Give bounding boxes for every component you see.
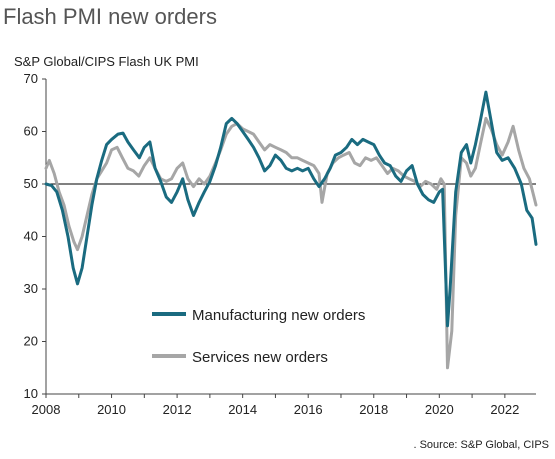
y-tick-label: 50: [24, 176, 38, 191]
y-tick-label: 70: [24, 71, 38, 86]
chart-title: Flash PMI new orders: [3, 4, 217, 29]
legend: Manufacturing new orders Services new or…: [152, 307, 365, 366]
x-tick-label: 2016: [294, 402, 323, 417]
x-tick-label: 2008: [32, 402, 61, 417]
x-tick-label: 2010: [97, 402, 126, 417]
y-tick-label: 10: [24, 386, 38, 401]
source-note: . Source: S&P Global, CIPS: [413, 439, 549, 451]
y-tick-label: 40: [24, 229, 38, 244]
legend-label-services: Services new orders: [192, 349, 328, 366]
x-tick-label: 2022: [490, 402, 519, 417]
y-tick-label: 20: [24, 334, 38, 349]
series-line-manufacturing: [44, 90, 538, 328]
chart-axes: 10 20 30 40 50 60 70 2008 2010 2012 2014 2016 2018 20…: [24, 71, 536, 417]
x-tick-label: 2012: [163, 402, 192, 417]
y-tick-label: 30: [24, 281, 38, 296]
x-tick-label: 2018: [359, 402, 388, 417]
y-tick-label: 60: [24, 124, 38, 139]
legend-label-manufacturing: Manufacturing new orders: [192, 307, 365, 324]
x-tick-label: 2014: [228, 402, 257, 417]
chart-subtitle: S&P Global/CIPS Flash UK PMI: [14, 54, 199, 69]
series-line-services: [44, 116, 538, 370]
x-tick-label: 2020: [425, 402, 454, 417]
